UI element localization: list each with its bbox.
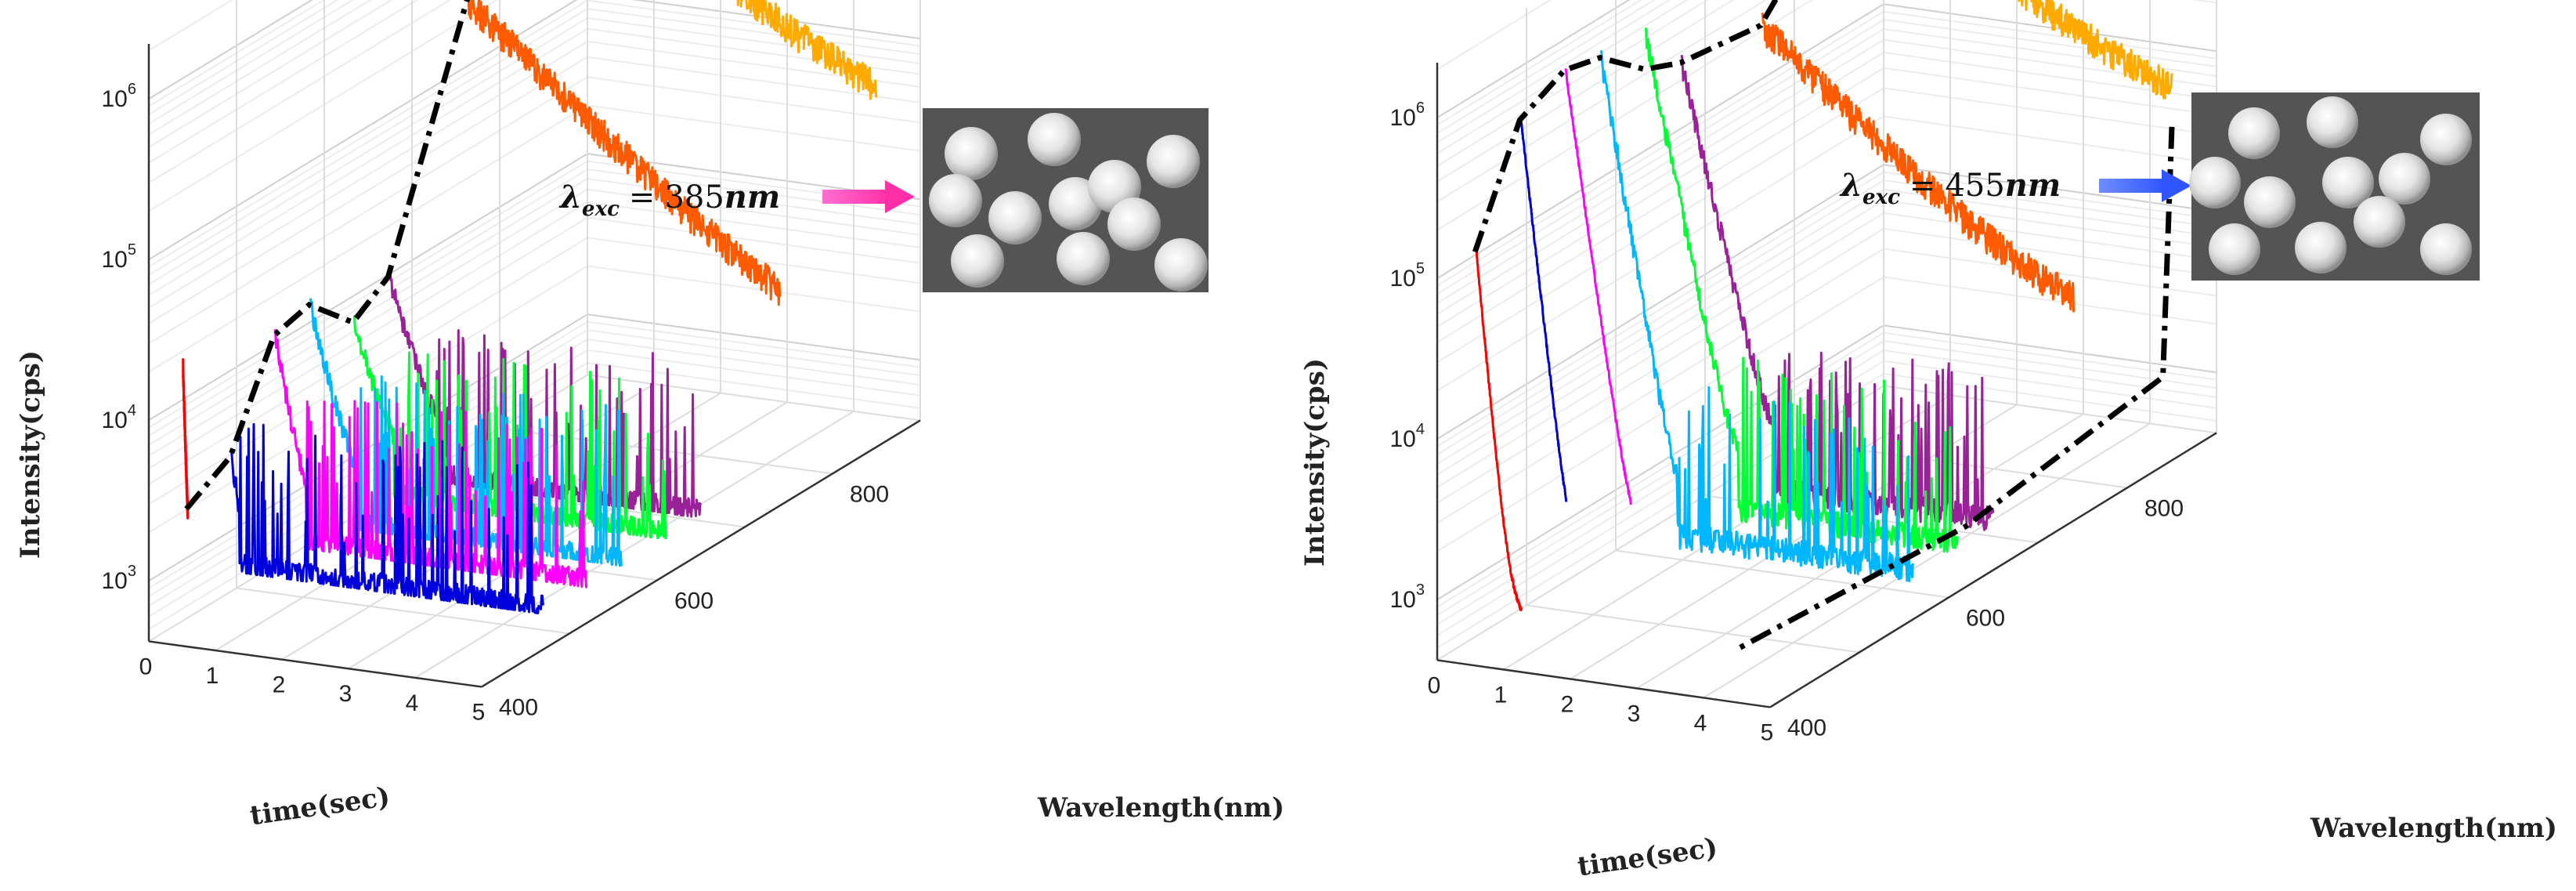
x-tick-label: 0 xyxy=(1428,672,1441,698)
x-tick-label: 4 xyxy=(1694,710,1707,736)
left-ylabel: Wavelength(nm) xyxy=(1037,792,1284,824)
y-tick-label: 400 xyxy=(1787,715,1826,741)
z-tick-label: 106 xyxy=(102,81,137,112)
left-envelope xyxy=(184,0,471,511)
z-tick-label: 106 xyxy=(1390,100,1425,131)
nanoparticle-sphere xyxy=(945,127,998,180)
left-nanoparticle-image xyxy=(923,108,1209,292)
x-tick-label: 4 xyxy=(406,690,419,716)
x-tick-label: 5 xyxy=(1761,719,1774,745)
series-line-740 xyxy=(467,0,782,306)
right-zlabel: Intensity(cps) xyxy=(1299,358,1331,567)
left-zlabel: Intensity(cps) xyxy=(15,350,46,559)
left-panel: 0 1 2 3 4 5 400 600 800 103 104 105 106 time(sec) Wa… xyxy=(15,0,1284,831)
right-panel: 0 1 2 3 4 5 400 600 800 103 104 105 106 time(sec) Wa… xyxy=(1299,0,2557,882)
z-tick-label: 105 xyxy=(1390,260,1425,292)
z-tick-label: 104 xyxy=(1390,421,1425,452)
y-tick-label: 800 xyxy=(2144,495,2184,521)
right-excitation-label: λexc = 455nm xyxy=(1839,167,2061,209)
nanoparticle-sphere xyxy=(2228,107,2280,159)
nanoparticle-sphere xyxy=(2189,157,2241,208)
nanoparticle-sphere xyxy=(1107,197,1161,251)
series-line-610 xyxy=(1645,27,1959,553)
left-series xyxy=(182,0,878,614)
y-tick-label: 800 xyxy=(850,481,889,507)
right-ylabel: Wavelength(nm) xyxy=(2310,813,2557,844)
left-grid xyxy=(148,0,921,688)
nanoparticle-sphere xyxy=(929,174,982,227)
x-tick-label: 2 xyxy=(273,672,286,698)
x-tick-label: 5 xyxy=(472,699,486,725)
nanoparticle-sphere xyxy=(1147,135,1200,188)
nanoparticle-sphere xyxy=(1057,232,1110,285)
series-line-420 xyxy=(182,358,190,520)
right-grid xyxy=(1436,0,2217,708)
nanoparticle-sphere xyxy=(2379,153,2430,205)
series-line-850 xyxy=(736,0,878,100)
right-envelope xyxy=(1472,0,2175,652)
nanoparticle-sphere xyxy=(988,191,1042,244)
series-line-560 xyxy=(1600,50,1914,582)
series-line-470 xyxy=(1519,118,1568,502)
x-tick-label: 0 xyxy=(139,654,153,679)
nanoparticle-sphere xyxy=(1154,238,1208,292)
nanoparticle-sphere xyxy=(1028,113,1081,166)
y-tick-label: 600 xyxy=(1966,605,2005,631)
y-tick-label: 400 xyxy=(499,694,538,720)
series-line-650 xyxy=(1680,54,1995,531)
peak-envelope xyxy=(1472,0,1779,253)
left-excitation-label: λexc = 385nm xyxy=(558,179,780,221)
y-tick-label: 600 xyxy=(674,588,714,614)
z-tick-label: 103 xyxy=(1390,581,1425,613)
right-xlabel: time(sec) xyxy=(1576,832,1720,883)
nanoparticle-sphere xyxy=(951,234,1004,288)
series-line-420 xyxy=(1475,250,1523,611)
series-line-740 xyxy=(1761,12,2076,313)
right-excitation-arrow xyxy=(2099,169,2191,202)
left-ticks: 0 1 2 3 4 5 400 600 800 103 104 105 106 xyxy=(102,81,890,725)
z-tick-label: 105 xyxy=(102,241,137,273)
right-axes xyxy=(1436,63,2217,708)
peak-envelope xyxy=(184,0,471,511)
right-ticks: 0 1 2 3 4 5 400 600 800 103 104 105 106 xyxy=(1390,100,2184,745)
nanoparticle-sphere xyxy=(2420,223,2472,275)
nanoparticle-sphere xyxy=(2322,157,2374,208)
z-tick-label: 103 xyxy=(102,563,137,594)
x-tick-label: 3 xyxy=(1628,701,1641,726)
left-xlabel: time(sec) xyxy=(248,781,392,832)
nanoparticle-sphere xyxy=(2209,223,2260,275)
right-nanoparticle-image xyxy=(2189,92,2480,281)
series-line-520 xyxy=(1564,68,1632,505)
series-line-470 xyxy=(230,422,544,614)
x-tick-label: 1 xyxy=(1494,682,1508,708)
nanoparticle-sphere xyxy=(2244,176,2296,228)
nanoparticle-sphere xyxy=(2307,96,2358,148)
x-tick-label: 3 xyxy=(339,681,352,707)
left-axes xyxy=(147,44,921,688)
z-tick-label: 104 xyxy=(102,402,137,433)
nanoparticle-sphere xyxy=(2354,196,2405,248)
right-series xyxy=(1475,0,2173,611)
left-excitation-arrow xyxy=(822,180,915,213)
x-tick-label: 1 xyxy=(206,663,219,689)
nanoparticle-sphere xyxy=(2420,114,2472,165)
x-tick-label: 2 xyxy=(1561,691,1574,717)
nanoparticle-sphere xyxy=(2295,222,2347,273)
series-line-850 xyxy=(2018,0,2173,100)
